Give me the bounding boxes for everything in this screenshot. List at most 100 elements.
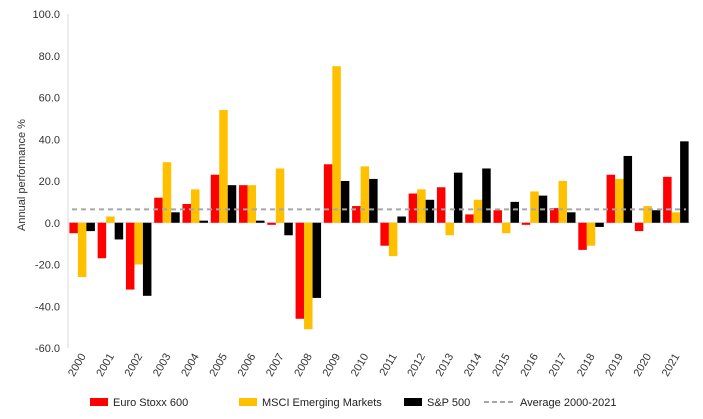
bar-msci-emerging-markets-2004 <box>190 189 200 223</box>
bar-euro-stoxx-600-2011 <box>380 222 389 246</box>
x-tick-label: 2008 <box>292 352 315 379</box>
bar-msci-emerging-markets-2021 <box>671 212 681 223</box>
bar-euro-stoxx-600-2009 <box>323 164 333 223</box>
bar-s-p-500-2012 <box>425 199 435 223</box>
bar-euro-stoxx-600-2015 <box>493 210 502 223</box>
y-tick-label: -40.0 <box>35 301 60 313</box>
bar-msci-emerging-markets-2011 <box>388 222 398 257</box>
bar-euro-stoxx-600-2005 <box>210 174 220 223</box>
x-tick-label: 2018 <box>575 352 598 379</box>
bar-s-p-500-2015 <box>510 201 519 223</box>
y-tick-label: -60.0 <box>35 343 60 355</box>
x-tick-label: 2001 <box>94 352 117 379</box>
x-tick-label: 2016 <box>518 352 541 379</box>
bar-s-p-500-2019 <box>623 155 633 223</box>
x-tick-label: 2021 <box>660 352 683 379</box>
bar-s-p-500-2004 <box>199 220 208 223</box>
y-tick-label: -20.0 <box>35 260 60 272</box>
bar-s-p-500-2018 <box>595 222 604 227</box>
bar-msci-emerging-markets-2019 <box>615 178 624 223</box>
bar-euro-stoxx-600-2002 <box>125 222 135 290</box>
bar-s-p-500-2014 <box>482 168 491 223</box>
bar-s-p-500-2009 <box>340 181 350 223</box>
x-tick-label: 2003 <box>151 352 174 379</box>
x-tick-label: 2009 <box>321 352 344 379</box>
y-tick-label: 0.0 <box>45 218 60 230</box>
x-tick-label: 2006 <box>236 352 259 379</box>
bar-euro-stoxx-600-2013 <box>436 187 446 223</box>
bar-msci-emerging-markets-2020 <box>643 206 652 223</box>
bar-msci-emerging-markets-2017 <box>558 181 568 223</box>
legend-label: Average 2000-2021 <box>520 397 616 409</box>
bars-layer <box>69 66 689 330</box>
bar-s-p-500-2017 <box>567 212 576 223</box>
bar-s-p-500-2021 <box>680 141 689 223</box>
x-tick-label: 2004 <box>179 352 202 379</box>
legend-label: MSCI Emerging Markets <box>262 397 382 409</box>
bar-euro-stoxx-600-2021 <box>663 176 672 223</box>
bar-msci-emerging-markets-2015 <box>501 222 511 234</box>
bar-s-p-500-2000 <box>86 222 95 232</box>
bar-s-p-500-2010 <box>369 178 378 223</box>
bar-s-p-500-2020 <box>651 210 661 223</box>
bar-msci-emerging-markets-2003 <box>162 162 172 223</box>
bar-s-p-500-2011 <box>397 216 406 223</box>
x-tick-label: 2015 <box>490 352 513 379</box>
x-tick-label: 2007 <box>264 352 287 379</box>
bar-s-p-500-2001 <box>114 222 124 240</box>
bar-msci-emerging-markets-2012 <box>417 189 426 223</box>
x-tick-label: 2010 <box>349 352 372 379</box>
x-tick-label: 2020 <box>632 352 655 379</box>
bar-euro-stoxx-600-2010 <box>352 206 361 223</box>
bar-s-p-500-2008 <box>312 222 322 298</box>
bar-msci-emerging-markets-2000 <box>77 222 87 278</box>
bar-euro-stoxx-600-2020 <box>634 222 644 232</box>
bar-msci-emerging-markets-2018 <box>586 222 596 246</box>
bar-euro-stoxx-600-2016 <box>521 222 531 225</box>
bar-msci-emerging-markets-2009 <box>332 66 341 223</box>
x-tick-label: 2017 <box>547 352 570 379</box>
bar-euro-stoxx-600-2006 <box>239 185 248 223</box>
legend-swatch <box>404 398 422 406</box>
bar-euro-stoxx-600-2018 <box>578 222 587 250</box>
x-tick-label: 2005 <box>207 352 230 379</box>
y-tick-label: 40.0 <box>39 134 60 146</box>
x-tick-label: 2011 <box>378 352 400 378</box>
bar-msci-emerging-markets-2001 <box>106 216 115 223</box>
bar-msci-emerging-markets-2002 <box>134 222 143 265</box>
y-tick-label: 80.0 <box>39 51 60 63</box>
x-tick-label: 2002 <box>123 352 146 379</box>
bar-euro-stoxx-600-2004 <box>182 203 191 223</box>
y-tick-label: 100.0 <box>32 9 60 21</box>
bar-msci-emerging-markets-2010 <box>360 166 370 223</box>
bar-euro-stoxx-600-2014 <box>465 214 474 223</box>
y-tick-label: 60.0 <box>39 93 60 105</box>
y-tick-label: 20.0 <box>39 176 60 188</box>
legend-label: S&P 500 <box>427 397 470 409</box>
x-tick-label: 2000 <box>66 352 89 379</box>
bar-euro-stoxx-600-2012 <box>408 193 418 223</box>
x-tick-label: 2014 <box>462 352 485 379</box>
bar-euro-stoxx-600-2007 <box>267 222 276 225</box>
bar-euro-stoxx-600-2017 <box>550 208 559 223</box>
bar-msci-emerging-markets-2005 <box>219 110 228 223</box>
legend-swatch <box>239 398 257 406</box>
bar-msci-emerging-markets-2014 <box>473 199 483 223</box>
bar-euro-stoxx-600-2008 <box>295 222 305 319</box>
bar-euro-stoxx-600-2000 <box>69 222 78 234</box>
bar-s-p-500-2013 <box>453 172 463 223</box>
x-tick-label: 2019 <box>603 352 626 379</box>
bar-s-p-500-2005 <box>227 185 237 223</box>
legend-swatch <box>90 398 108 406</box>
bar-s-p-500-2006 <box>256 220 265 223</box>
bar-euro-stoxx-600-2001 <box>97 222 107 259</box>
y-axis-title: Annual performance % <box>16 119 28 231</box>
bar-s-p-500-2007 <box>284 222 293 236</box>
legend: Euro Stoxx 600 MSCI Emerging Markets S&P 5… <box>90 397 616 409</box>
bar-msci-emerging-markets-2008 <box>304 222 313 330</box>
axes-layer <box>67 14 690 348</box>
bar-s-p-500-2002 <box>142 222 152 296</box>
bar-msci-emerging-markets-2006 <box>247 185 257 223</box>
